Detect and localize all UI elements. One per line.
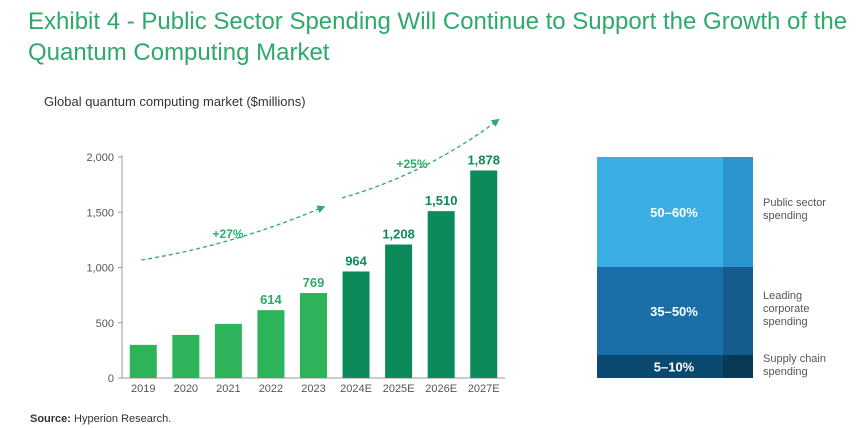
data-label: 769 [303,275,325,290]
y-tick-label: 2,000 [86,152,114,164]
data-label: 964 [345,253,367,268]
x-tick-label: 2027E [468,383,500,395]
x-tick-label: 2024E [340,383,372,395]
stack-legend-public: Public sector spending [763,197,826,222]
stack-value-label: 35–50% [650,304,698,319]
x-tick-label: 2021 [216,383,240,395]
stack-segment-shade-corporate [723,267,753,355]
stack-segment-public [597,157,723,267]
data-label: 1,510 [425,193,458,208]
growth-label-historic: +27% [212,227,243,241]
source-text: Hyperion Research. [70,413,172,425]
source-note: Source: Hyperion Research. [30,413,171,425]
bar [129,344,157,378]
bar [385,244,413,378]
data-label: 614 [260,292,282,307]
growth-arrow-historic [141,205,326,261]
stack-segment-supply [597,355,723,378]
x-tick-label: 2022 [259,383,283,395]
bar [257,310,285,378]
source-label: Source: [30,413,71,425]
stack-segment-shade-public [723,157,753,267]
stack-segment-shade-supply [723,355,753,378]
stack-value-label: 50–60% [650,205,698,220]
data-label: 1,208 [382,227,415,242]
bar-series: 2019 2020 2021 2022 614 2023 769 2024E 964 2025E 1… [129,152,500,395]
y-tick-label: 500 [96,318,114,330]
growth-label-forecast: +25% [396,157,427,171]
bar [342,271,370,378]
growth-annotations: +27% +25% [141,118,500,261]
growth-arrow-forecast [341,118,500,199]
x-tick-label: 2026E [425,383,457,395]
y-tick-label: 1,000 [86,263,114,275]
bar [300,293,327,378]
exhibit-title: Exhibit 4 - Public Sector Spending Will … [28,8,848,66]
stack-value-label: 5–10% [654,360,695,375]
stack-segment-corporate [597,267,723,355]
x-tick-label: 2020 [174,383,198,395]
bar [427,211,455,378]
y-tick-label: 0 [108,373,114,385]
bar [470,170,498,378]
stack-legend-corporate: Leading corporate spending [763,290,810,328]
spending-stack: 50–60% 35–50% 5–10% [597,157,753,378]
stack-legend-supply: Supply chain spending [763,353,826,378]
y-tick-label: 1,500 [86,207,114,219]
x-tick-label: 2023 [301,383,325,395]
x-tick-label: 2025E [383,383,415,395]
data-label: 1,878 [467,152,500,167]
chart-subtitle: Global quantum computing market ($millio… [44,94,306,109]
bar [172,334,200,378]
x-tick-label: 2019 [131,383,155,395]
bar [214,323,242,378]
